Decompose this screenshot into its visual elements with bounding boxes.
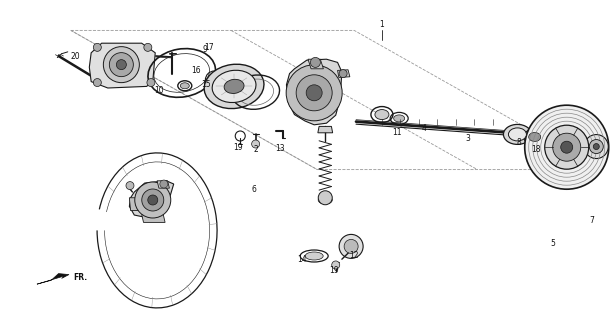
Text: 6: 6 — [251, 185, 256, 194]
Text: 20: 20 — [70, 52, 80, 60]
Text: 13: 13 — [275, 144, 285, 153]
Circle shape — [103, 47, 139, 83]
Ellipse shape — [503, 124, 532, 144]
Circle shape — [135, 182, 171, 218]
Circle shape — [310, 57, 320, 68]
Text: 9: 9 — [202, 45, 207, 54]
Text: 1: 1 — [379, 20, 384, 29]
Polygon shape — [286, 59, 342, 125]
Circle shape — [147, 79, 155, 87]
Circle shape — [148, 195, 158, 205]
Circle shape — [553, 133, 581, 161]
Ellipse shape — [205, 64, 264, 108]
Ellipse shape — [180, 83, 189, 89]
Circle shape — [306, 85, 322, 101]
Circle shape — [142, 189, 164, 211]
Circle shape — [339, 70, 347, 78]
Text: 16: 16 — [191, 66, 201, 75]
Text: FR.: FR. — [73, 273, 87, 282]
Circle shape — [585, 135, 608, 159]
Polygon shape — [157, 181, 169, 188]
Circle shape — [318, 191, 332, 205]
Circle shape — [94, 79, 101, 87]
Circle shape — [593, 144, 599, 149]
Circle shape — [590, 140, 603, 154]
Circle shape — [296, 75, 332, 111]
Ellipse shape — [394, 115, 405, 122]
Circle shape — [286, 65, 342, 121]
Text: 4: 4 — [421, 124, 426, 132]
Text: 7: 7 — [589, 216, 594, 225]
Text: 11: 11 — [392, 128, 402, 137]
Circle shape — [116, 60, 126, 70]
Ellipse shape — [212, 70, 256, 102]
Circle shape — [209, 75, 219, 85]
Text: 5: 5 — [550, 239, 555, 248]
Circle shape — [332, 261, 339, 269]
Text: 12: 12 — [349, 251, 359, 260]
Text: 10: 10 — [154, 86, 164, 95]
Polygon shape — [308, 59, 323, 69]
Polygon shape — [37, 274, 69, 284]
Text: 8: 8 — [517, 138, 522, 147]
Ellipse shape — [508, 128, 527, 141]
Ellipse shape — [305, 252, 323, 260]
Ellipse shape — [524, 129, 546, 145]
Polygon shape — [318, 126, 333, 133]
Circle shape — [110, 53, 133, 77]
Circle shape — [252, 140, 259, 148]
Text: 14: 14 — [297, 255, 307, 264]
Polygon shape — [129, 198, 143, 211]
Polygon shape — [89, 43, 155, 88]
Circle shape — [525, 105, 609, 189]
Text: 19: 19 — [329, 266, 339, 275]
Text: 3: 3 — [466, 134, 471, 143]
Ellipse shape — [529, 132, 541, 141]
Text: 15: 15 — [201, 80, 211, 89]
Text: 19: 19 — [233, 143, 243, 152]
Text: 17: 17 — [205, 43, 214, 52]
Circle shape — [339, 235, 363, 259]
Circle shape — [344, 239, 358, 253]
Polygon shape — [338, 70, 350, 77]
Circle shape — [126, 182, 134, 189]
Circle shape — [561, 141, 573, 153]
Circle shape — [160, 180, 168, 188]
Text: 18: 18 — [531, 145, 541, 154]
Ellipse shape — [375, 109, 389, 120]
Ellipse shape — [224, 79, 244, 93]
Polygon shape — [129, 181, 174, 218]
Text: 2: 2 — [253, 145, 258, 154]
Circle shape — [144, 44, 152, 52]
Polygon shape — [142, 214, 165, 222]
Circle shape — [94, 44, 101, 52]
Circle shape — [545, 125, 589, 169]
